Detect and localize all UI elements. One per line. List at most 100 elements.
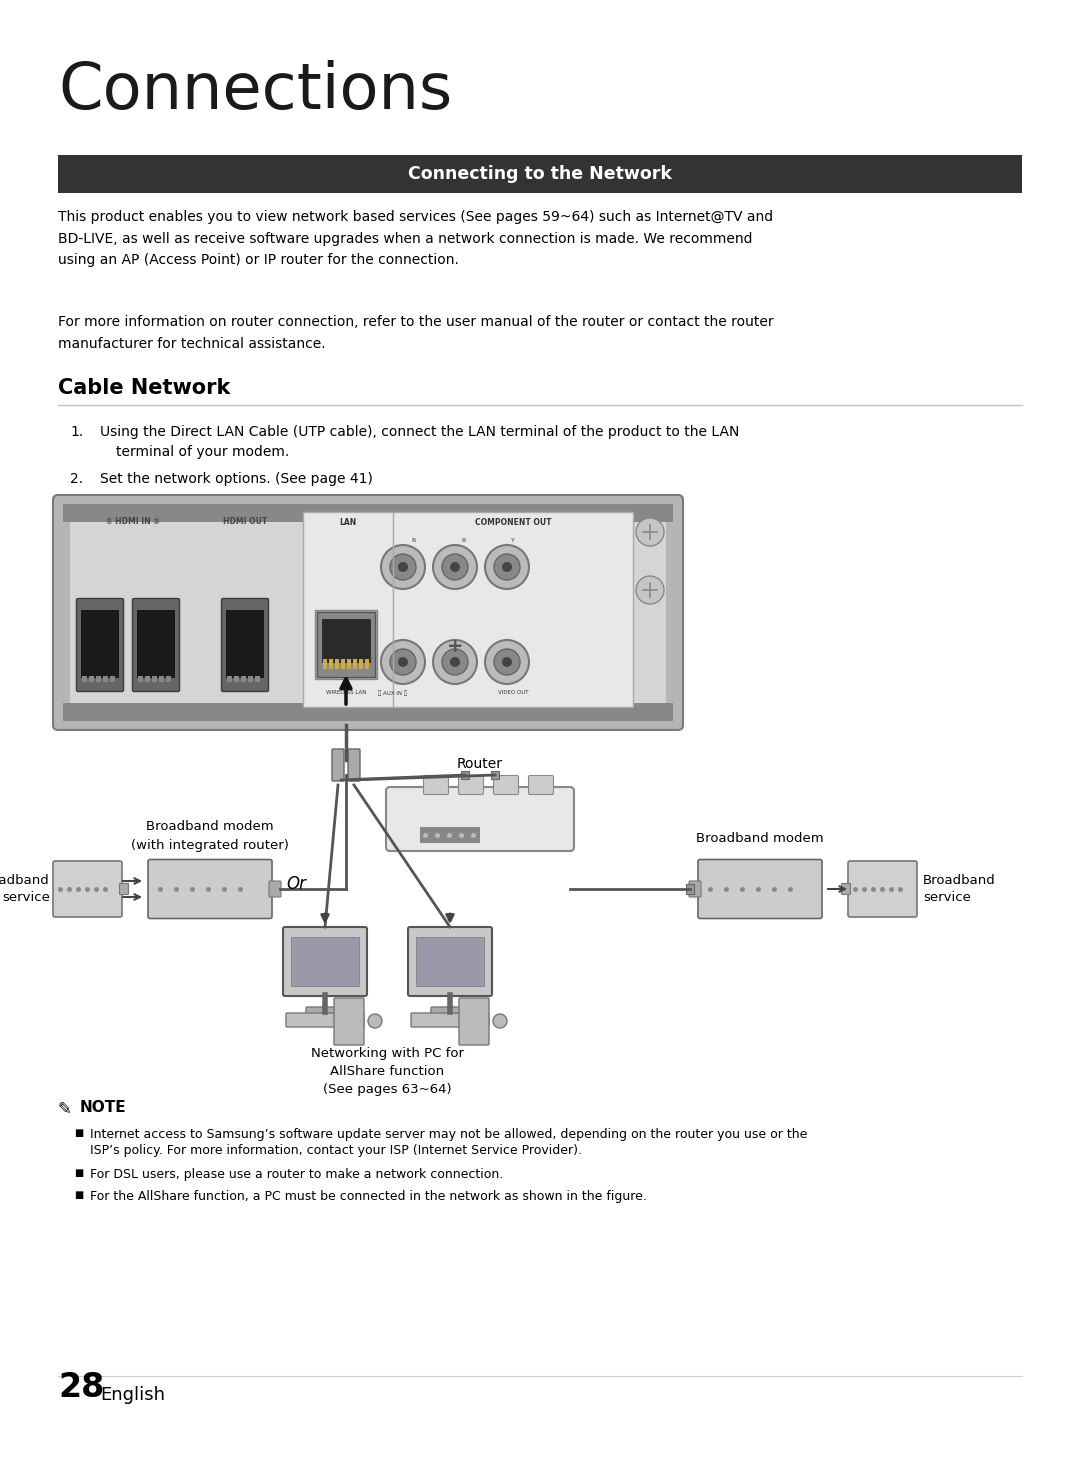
Text: Connecting to the Network: Connecting to the Network: [408, 166, 672, 183]
FancyBboxPatch shape: [459, 775, 484, 794]
FancyBboxPatch shape: [269, 881, 281, 896]
Circle shape: [433, 544, 477, 589]
FancyBboxPatch shape: [145, 676, 150, 682]
FancyBboxPatch shape: [159, 676, 164, 682]
Circle shape: [368, 1015, 382, 1028]
FancyBboxPatch shape: [103, 676, 108, 682]
FancyBboxPatch shape: [63, 504, 673, 522]
FancyBboxPatch shape: [221, 599, 269, 692]
FancyBboxPatch shape: [420, 827, 480, 843]
FancyBboxPatch shape: [323, 660, 327, 669]
FancyBboxPatch shape: [96, 676, 102, 682]
FancyBboxPatch shape: [82, 676, 87, 682]
FancyBboxPatch shape: [138, 676, 143, 682]
FancyBboxPatch shape: [255, 676, 260, 682]
FancyBboxPatch shape: [386, 787, 573, 850]
FancyBboxPatch shape: [841, 883, 851, 895]
FancyBboxPatch shape: [329, 660, 333, 669]
FancyBboxPatch shape: [306, 1007, 345, 1015]
FancyBboxPatch shape: [291, 938, 359, 986]
FancyBboxPatch shape: [348, 748, 360, 781]
Text: For the AllShare function, a PC must be connected in the network as shown in the: For the AllShare function, a PC must be …: [90, 1191, 647, 1202]
FancyBboxPatch shape: [334, 998, 364, 1046]
FancyBboxPatch shape: [528, 775, 554, 794]
Text: Internet access to Samsung’s software update server may not be allowed, dependin: Internet access to Samsung’s software up…: [90, 1128, 808, 1140]
FancyBboxPatch shape: [848, 861, 917, 917]
FancyBboxPatch shape: [227, 676, 232, 682]
Text: NOTE: NOTE: [80, 1100, 126, 1115]
Text: ISP’s policy. For more information, contact your ISP (Internet Service Provider): ISP’s policy. For more information, cont…: [90, 1143, 582, 1157]
FancyBboxPatch shape: [77, 599, 123, 692]
Text: Ⓡ AUX IN Ⓛ: Ⓡ AUX IN Ⓛ: [378, 691, 407, 695]
Circle shape: [399, 657, 408, 667]
FancyBboxPatch shape: [148, 859, 272, 918]
Circle shape: [442, 649, 468, 674]
FancyBboxPatch shape: [341, 660, 345, 669]
FancyBboxPatch shape: [359, 660, 363, 669]
FancyBboxPatch shape: [248, 676, 253, 682]
Text: ■: ■: [75, 1168, 83, 1177]
Text: Set the network options. (See page 41): Set the network options. (See page 41): [100, 472, 373, 487]
Circle shape: [636, 518, 664, 546]
FancyBboxPatch shape: [283, 927, 367, 995]
Text: Or: Or: [286, 876, 306, 893]
Circle shape: [442, 555, 468, 580]
Circle shape: [450, 657, 460, 667]
Text: Cable Network: Cable Network: [58, 379, 230, 398]
Circle shape: [390, 649, 416, 674]
FancyBboxPatch shape: [416, 938, 484, 986]
Text: Connections: Connections: [58, 61, 453, 121]
Circle shape: [502, 657, 512, 667]
FancyBboxPatch shape: [423, 775, 448, 794]
Text: For DSL users, please use a router to make a network connection.: For DSL users, please use a router to ma…: [90, 1168, 503, 1182]
FancyBboxPatch shape: [347, 660, 351, 669]
Text: Router: Router: [457, 757, 503, 771]
Text: For more information on router connection, refer to the user manual of the route: For more information on router connectio…: [58, 315, 773, 351]
FancyBboxPatch shape: [689, 881, 701, 896]
Text: Using the Direct LAN Cable (UTP cable), connect the LAN terminal of the product : Using the Direct LAN Cable (UTP cable), …: [100, 424, 740, 439]
Circle shape: [381, 640, 426, 683]
Text: VIDEO OUT: VIDEO OUT: [498, 691, 528, 695]
FancyBboxPatch shape: [315, 609, 377, 679]
Circle shape: [494, 555, 519, 580]
Text: +: +: [447, 637, 463, 657]
FancyBboxPatch shape: [411, 1013, 489, 1026]
FancyBboxPatch shape: [303, 512, 633, 707]
Circle shape: [450, 562, 460, 572]
FancyBboxPatch shape: [70, 512, 666, 713]
FancyBboxPatch shape: [332, 748, 345, 781]
Text: WIRELESS LAN: WIRELESS LAN: [326, 691, 366, 695]
FancyBboxPatch shape: [53, 495, 683, 731]
FancyBboxPatch shape: [89, 676, 94, 682]
Text: English: English: [100, 1386, 165, 1404]
FancyBboxPatch shape: [408, 927, 492, 995]
FancyBboxPatch shape: [53, 861, 122, 917]
Text: HDMI OUT: HDMI OUT: [222, 518, 267, 527]
FancyBboxPatch shape: [459, 998, 489, 1046]
Text: Broadband modem: Broadband modem: [146, 821, 274, 834]
Circle shape: [485, 640, 529, 683]
Text: Y: Y: [511, 538, 515, 543]
FancyBboxPatch shape: [318, 612, 375, 677]
FancyBboxPatch shape: [431, 1007, 469, 1015]
Circle shape: [502, 562, 512, 572]
FancyBboxPatch shape: [63, 703, 673, 720]
Circle shape: [636, 575, 664, 603]
Text: LAN: LAN: [339, 518, 356, 527]
Text: ① HDMI IN ②: ① HDMI IN ②: [106, 518, 160, 527]
Text: Broadband modem: Broadband modem: [697, 833, 824, 846]
Circle shape: [381, 544, 426, 589]
Text: 28: 28: [58, 1371, 105, 1404]
FancyBboxPatch shape: [120, 883, 129, 895]
FancyBboxPatch shape: [686, 884, 694, 893]
Text: ■: ■: [75, 1191, 83, 1199]
FancyBboxPatch shape: [494, 775, 518, 794]
Circle shape: [390, 555, 416, 580]
Text: ■: ■: [75, 1128, 83, 1137]
Text: Broadband
service: Broadband service: [0, 874, 50, 904]
FancyBboxPatch shape: [461, 771, 469, 779]
Text: R: R: [461, 538, 465, 543]
FancyBboxPatch shape: [365, 660, 369, 669]
FancyBboxPatch shape: [241, 676, 246, 682]
Circle shape: [433, 640, 477, 683]
